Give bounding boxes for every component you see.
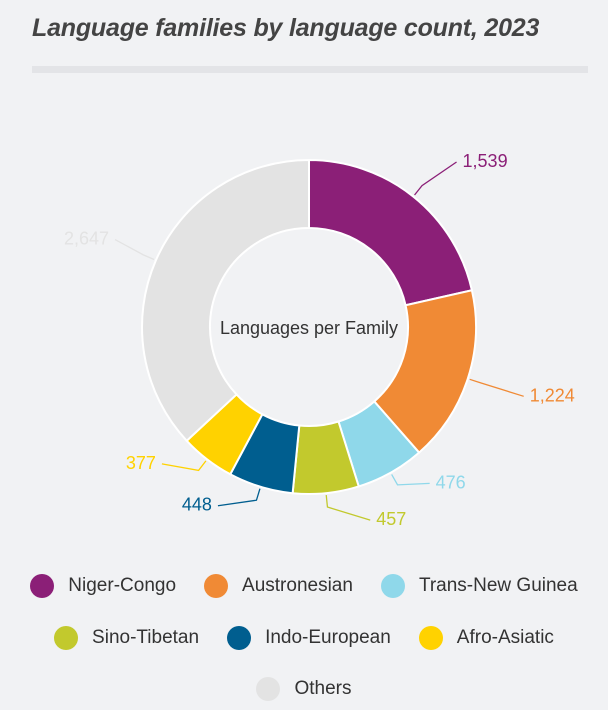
legend-item-sino-tibetan[interactable]: Sino-Tibetan bbox=[54, 626, 199, 650]
data-label: 1,224 bbox=[530, 385, 575, 405]
data-label: 457 bbox=[376, 509, 406, 529]
leader-line bbox=[391, 474, 430, 486]
legend-swatch bbox=[30, 574, 55, 598]
data-label: 377 bbox=[126, 453, 156, 473]
center-label: Languages per Family bbox=[220, 318, 398, 338]
legend-swatch bbox=[418, 626, 443, 650]
slice-others[interactable] bbox=[141, 158, 310, 443]
title-divider bbox=[32, 66, 588, 73]
data-label: 2,647 bbox=[64, 229, 109, 249]
leader-line bbox=[114, 238, 155, 261]
legend-item-afro-asiatic[interactable]: Afro-Asiatic bbox=[418, 626, 554, 650]
leader-line bbox=[161, 460, 207, 472]
chart-title: Language families by language count, 202… bbox=[32, 14, 540, 42]
legend-label: Niger-Congo bbox=[68, 575, 177, 596]
legend-item-austronesian[interactable]: Austronesian bbox=[204, 574, 353, 598]
data-label: 476 bbox=[436, 472, 466, 492]
legend-item-indo-european[interactable]: Indo-European bbox=[227, 626, 391, 650]
legend-label: Others bbox=[294, 678, 352, 699]
leader-line bbox=[414, 161, 457, 196]
legend-item-trans-new-guinea[interactable]: Trans-New Guinea bbox=[380, 574, 578, 598]
legend-label: Austronesian bbox=[242, 575, 353, 596]
legend-swatch bbox=[204, 574, 229, 598]
legend-row: Sino-Tibetan Indo-European Afro-Asiatic bbox=[0, 626, 608, 650]
leader-line bbox=[469, 378, 524, 397]
legend-swatch bbox=[54, 626, 79, 650]
donut-chart: 1,539 1,224 476 457 448 377 2,647 Languages per… bbox=[64, 151, 575, 529]
legend-item-others[interactable]: Others bbox=[256, 677, 352, 701]
legend-row: Niger-Congo Austronesian Trans-New Guinea bbox=[0, 574, 608, 598]
data-label: 1,539 bbox=[463, 151, 508, 171]
legend-item-niger-congo[interactable]: Niger-Congo bbox=[30, 574, 176, 598]
legend-row: Others bbox=[0, 677, 608, 701]
data-label: 448 bbox=[182, 495, 212, 515]
legend-label: Indo-European bbox=[265, 627, 391, 648]
slice-niger-congo[interactable] bbox=[308, 158, 474, 307]
leader-line bbox=[325, 495, 371, 521]
legend-swatch bbox=[256, 677, 281, 701]
legend-label: Sino-Tibetan bbox=[92, 627, 200, 648]
legend-swatch bbox=[227, 626, 252, 650]
legend-label: Afro-Asiatic bbox=[456, 627, 554, 648]
legend-swatch bbox=[380, 574, 405, 598]
legend-label: Trans-New Guinea bbox=[418, 575, 578, 596]
leader-line bbox=[217, 488, 261, 507]
